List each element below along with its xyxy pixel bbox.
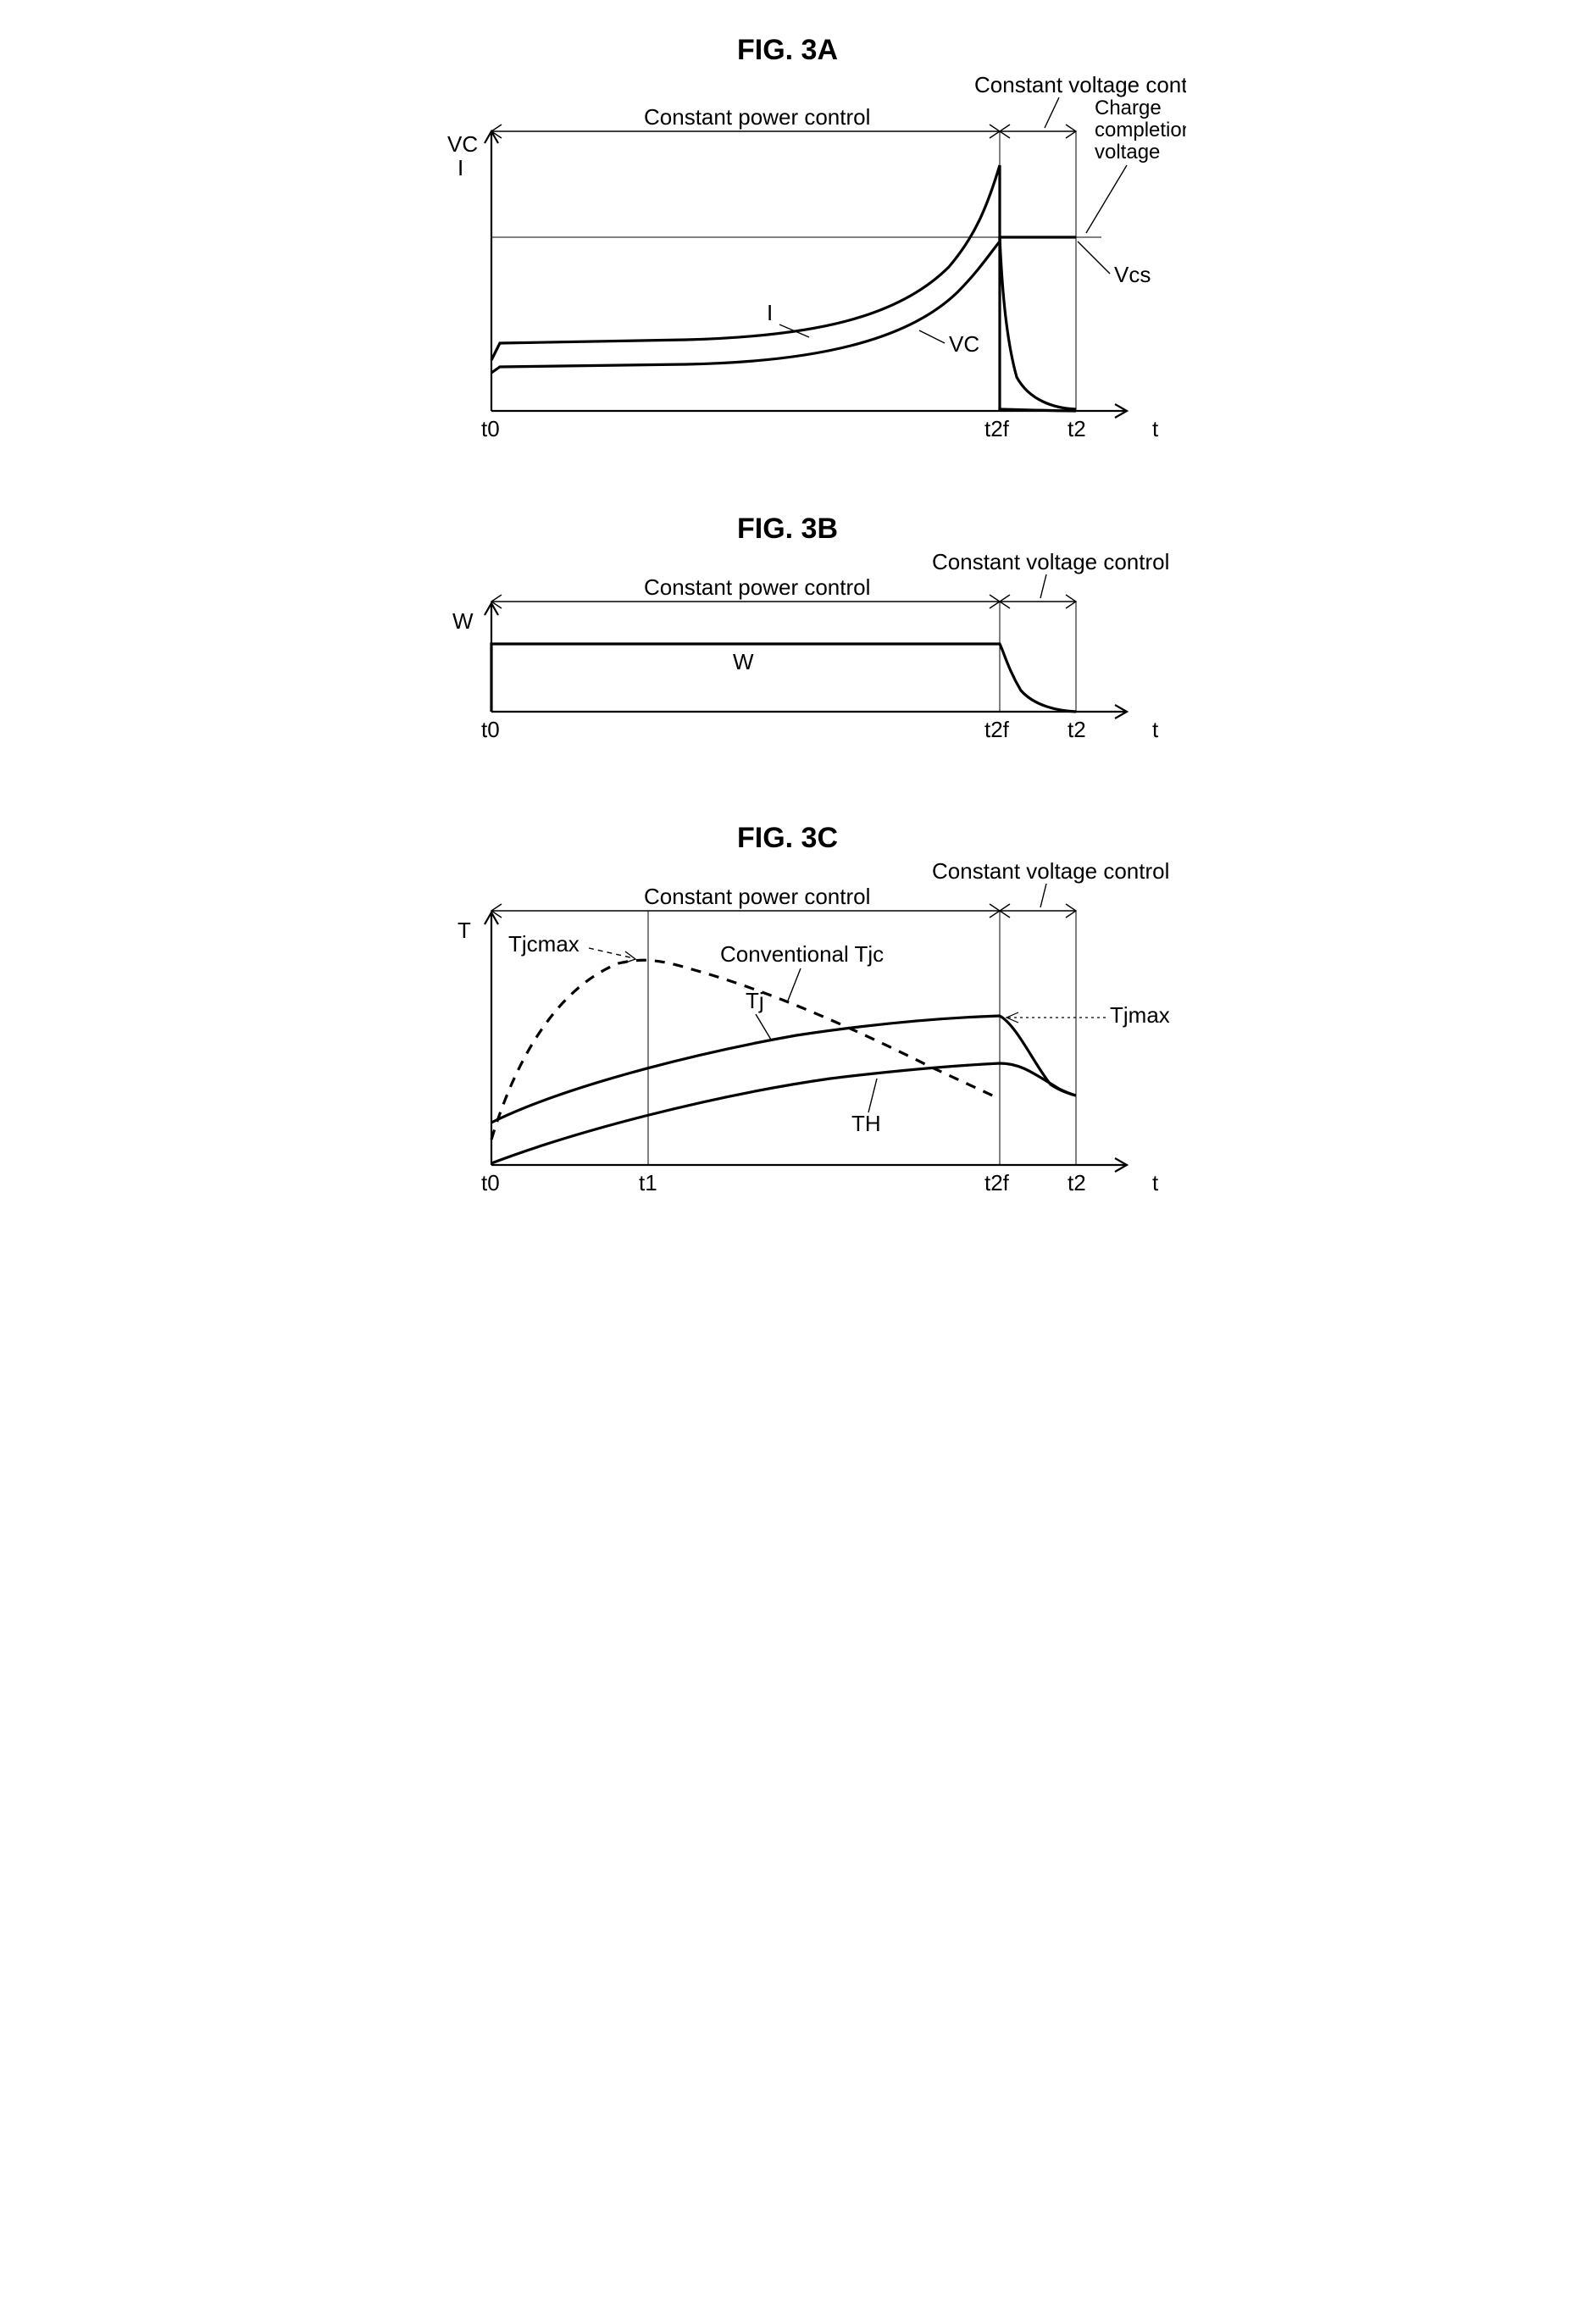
cpc-label-a: Constant power control: [644, 104, 870, 130]
cvc-span-a: [1000, 125, 1076, 138]
y-label-i-a: I: [458, 155, 463, 180]
tj-label: Tj: [746, 988, 764, 1013]
tick-t2-a: t2: [1068, 416, 1086, 441]
cvc-leader-c: [1040, 884, 1046, 907]
tick-t0-c: t0: [481, 1170, 500, 1195]
cpc-span-a: Constant power control: [491, 104, 1000, 138]
curve-tj: [491, 1016, 1076, 1123]
x-axis-label-b: t: [1152, 717, 1159, 742]
y-label-b: W: [452, 608, 474, 634]
figure-3a: FIG. 3A Constant voltage control Constan…: [373, 34, 1203, 462]
cpc-span-b: Constant power control: [491, 574, 1000, 608]
curve-i: [491, 165, 1000, 360]
curve-w: [491, 644, 1076, 712]
cpc-label-c: Constant power control: [644, 884, 870, 909]
vcs-label: Vcs: [1114, 262, 1151, 287]
charge-leader: [1086, 165, 1127, 233]
x-axis-label-c: t: [1152, 1170, 1159, 1195]
conv-tjc-label: Conventional Tjc: [720, 941, 884, 967]
figure-3c-title: FIG. 3C: [373, 822, 1203, 855]
cvc-span-b: [1000, 595, 1076, 608]
y-label-vc-a: VC: [447, 131, 478, 157]
cpc-span-c: Constant power control: [491, 884, 1000, 918]
tick-t2-b: t2: [1068, 717, 1086, 742]
th-label: TH: [851, 1111, 881, 1136]
x-axis-label-a: t: [1152, 416, 1159, 441]
cvc-leader-a: [1045, 97, 1059, 128]
w-curve-label: W: [733, 649, 754, 674]
figure-3c-svg: Constant voltage control Constant power …: [390, 860, 1186, 1207]
cvc-label-c: Constant voltage control: [932, 860, 1169, 884]
y-label-c: T: [458, 918, 471, 943]
figure-3b-title: FIG. 3B: [373, 513, 1203, 546]
tj-leader: [756, 1014, 771, 1040]
cpc-label-b: Constant power control: [644, 574, 870, 600]
tick-t2-c: t2: [1068, 1170, 1086, 1195]
curve-decay-a: [1000, 237, 1076, 409]
th-leader: [868, 1079, 877, 1112]
figure-3c: FIG. 3C Constant voltage control Constan…: [373, 822, 1203, 1207]
axes-b: [485, 603, 1127, 718]
i-curve-label: I: [767, 300, 773, 325]
tjmax-label: Tjmax: [1110, 1002, 1170, 1028]
cvc-leader-b: [1040, 574, 1046, 598]
figure-3b: FIG. 3B Constant voltage control Constan…: [373, 513, 1203, 771]
conv-tjc-leader: [788, 968, 801, 1001]
figure-3a-title: FIG. 3A: [373, 34, 1203, 67]
tick-t0-b: t0: [481, 717, 500, 742]
figure-3b-svg: Constant voltage control Constant power …: [390, 551, 1186, 771]
vcs-leader: [1078, 241, 1110, 274]
cvc-span-c: [1000, 904, 1076, 918]
cvc-label-b: Constant voltage control: [932, 551, 1169, 574]
tick-t0-a: t0: [481, 416, 500, 441]
figure-3a-svg: Constant voltage control Constant power …: [390, 72, 1186, 462]
charge-completion-label: Charge completion voltage: [1095, 97, 1186, 164]
tjcmax-label: Tjcmax: [508, 931, 580, 957]
tick-t2f-c: t2f: [984, 1170, 1010, 1195]
vc-leader: [919, 330, 945, 343]
axes-a: [485, 131, 1127, 418]
vc-curve-label: VC: [949, 331, 979, 357]
tick-t2f-b: t2f: [984, 717, 1010, 742]
curve-th: [491, 1063, 1076, 1163]
tick-t2f-a: t2f: [984, 416, 1010, 441]
tick-t1-c: t1: [639, 1170, 657, 1195]
cvc-label-a: Constant voltage control: [974, 72, 1186, 97]
curve-vc: [491, 237, 1076, 373]
